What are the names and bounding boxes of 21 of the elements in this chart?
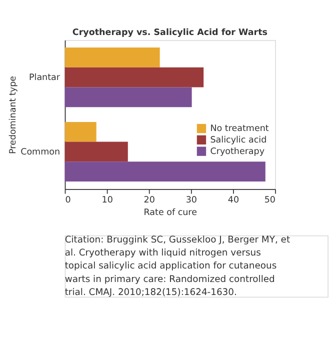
x-tick-label: 40: [228, 196, 240, 206]
bar: [64, 162, 266, 182]
x-tick-label: 50: [264, 196, 276, 206]
chart-title: Cryotherapy vs. Salicylic Acid for Warts: [72, 28, 268, 38]
bar: [64, 122, 96, 142]
y-tick-label: Common: [20, 147, 60, 158]
x-tick-label: 0: [65, 196, 71, 206]
x-tick-label: 10: [102, 196, 113, 206]
bar: [64, 142, 128, 162]
legend-label: Cryotherapy: [210, 146, 265, 157]
y-axis-title: Predominant type: [8, 76, 18, 154]
legend-label: No treatment: [210, 124, 270, 134]
bar: [64, 47, 160, 68]
x-tick-label: 30: [186, 196, 197, 206]
legend-label: Salicylic acid: [210, 136, 267, 146]
bar: [64, 87, 192, 108]
x-axis-title: Rate of cure: [144, 208, 197, 218]
bar: [64, 67, 204, 88]
text: Citation: Bruggink SC, Gussekloo J, Berger MY, et al. Cryotherapy with liquid nitrogen versus topical salicylic acid application for cutaneous warts in primary care: Randomized controlled trial. CMAJ. 2010;182(15):1624-1630.: [64, 234, 290, 298]
x-tick-label: 20: [144, 196, 155, 206]
y-tick-label: Plantar: [28, 72, 60, 83]
